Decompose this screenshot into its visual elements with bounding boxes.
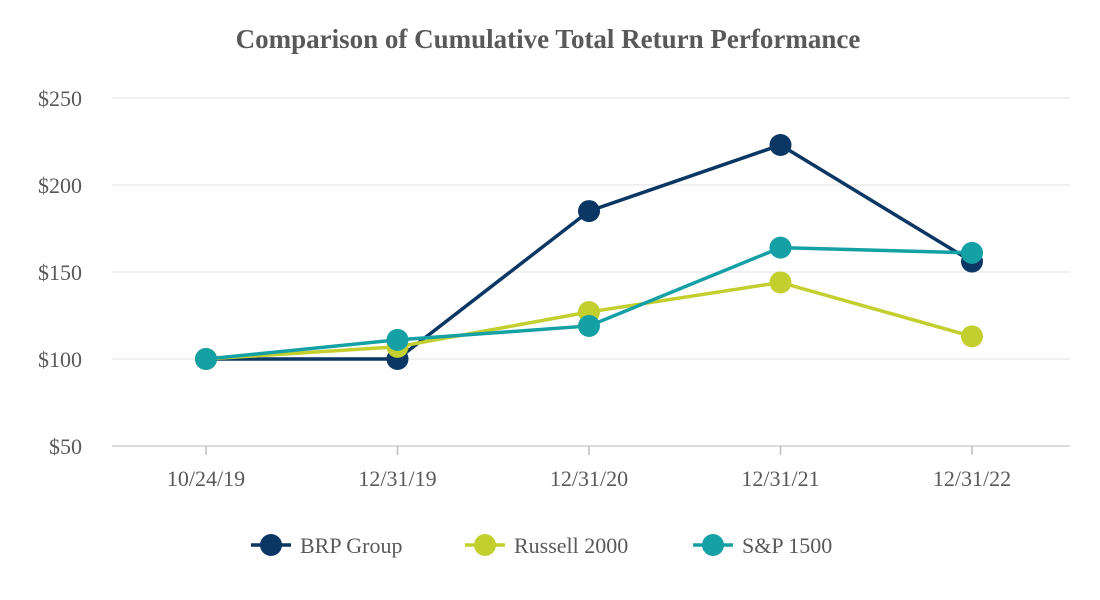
- legend-marker: [474, 534, 496, 556]
- x-tick-label: 10/24/19: [167, 466, 245, 491]
- data-point: [961, 325, 983, 348]
- series-s-p-1500: [195, 236, 983, 370]
- legend-marker: [260, 534, 282, 556]
- data-point: [195, 348, 217, 370]
- legend-item: BRP Group: [251, 533, 402, 558]
- x-tick-label: 12/31/19: [358, 466, 436, 491]
- y-axis-tick-labels: $50 $100 $150 $200 $250: [38, 86, 82, 459]
- y-tick-label: $100: [38, 347, 82, 372]
- y-tick-label: $200: [38, 173, 82, 198]
- legend-label: Russell 2000: [514, 533, 628, 558]
- legend-marker: [702, 534, 724, 556]
- legend: BRP Group Russell 2000 S&P 1500: [251, 533, 832, 558]
- data-point: [769, 133, 792, 156]
- x-tick-label: 12/31/22: [933, 466, 1011, 491]
- data-point: [578, 200, 600, 223]
- data-point: [578, 314, 600, 337]
- y-tick-label: $250: [38, 86, 82, 111]
- legend-item: Russell 2000: [465, 533, 628, 558]
- data-point: [386, 328, 409, 351]
- x-axis: [112, 445, 1070, 455]
- legend-item: S&P 1500: [693, 533, 832, 558]
- y-tick-label: $50: [49, 434, 82, 459]
- y-tick-label: $150: [38, 260, 82, 285]
- data-point: [769, 236, 792, 259]
- data-point: [961, 241, 983, 264]
- legend-label: BRP Group: [300, 533, 402, 558]
- data-point: [769, 271, 792, 294]
- x-tick-label: 12/31/21: [741, 466, 819, 491]
- x-tick-label: 12/31/20: [550, 466, 628, 491]
- x-axis-tick-labels: 10/24/19 12/31/19 12/31/20 12/31/21 12/31/22: [167, 466, 1011, 491]
- data-series: [195, 133, 983, 370]
- chart-title: Comparison of Cumulative Total Return Pe…: [235, 24, 861, 54]
- legend-label: S&P 1500: [742, 533, 832, 558]
